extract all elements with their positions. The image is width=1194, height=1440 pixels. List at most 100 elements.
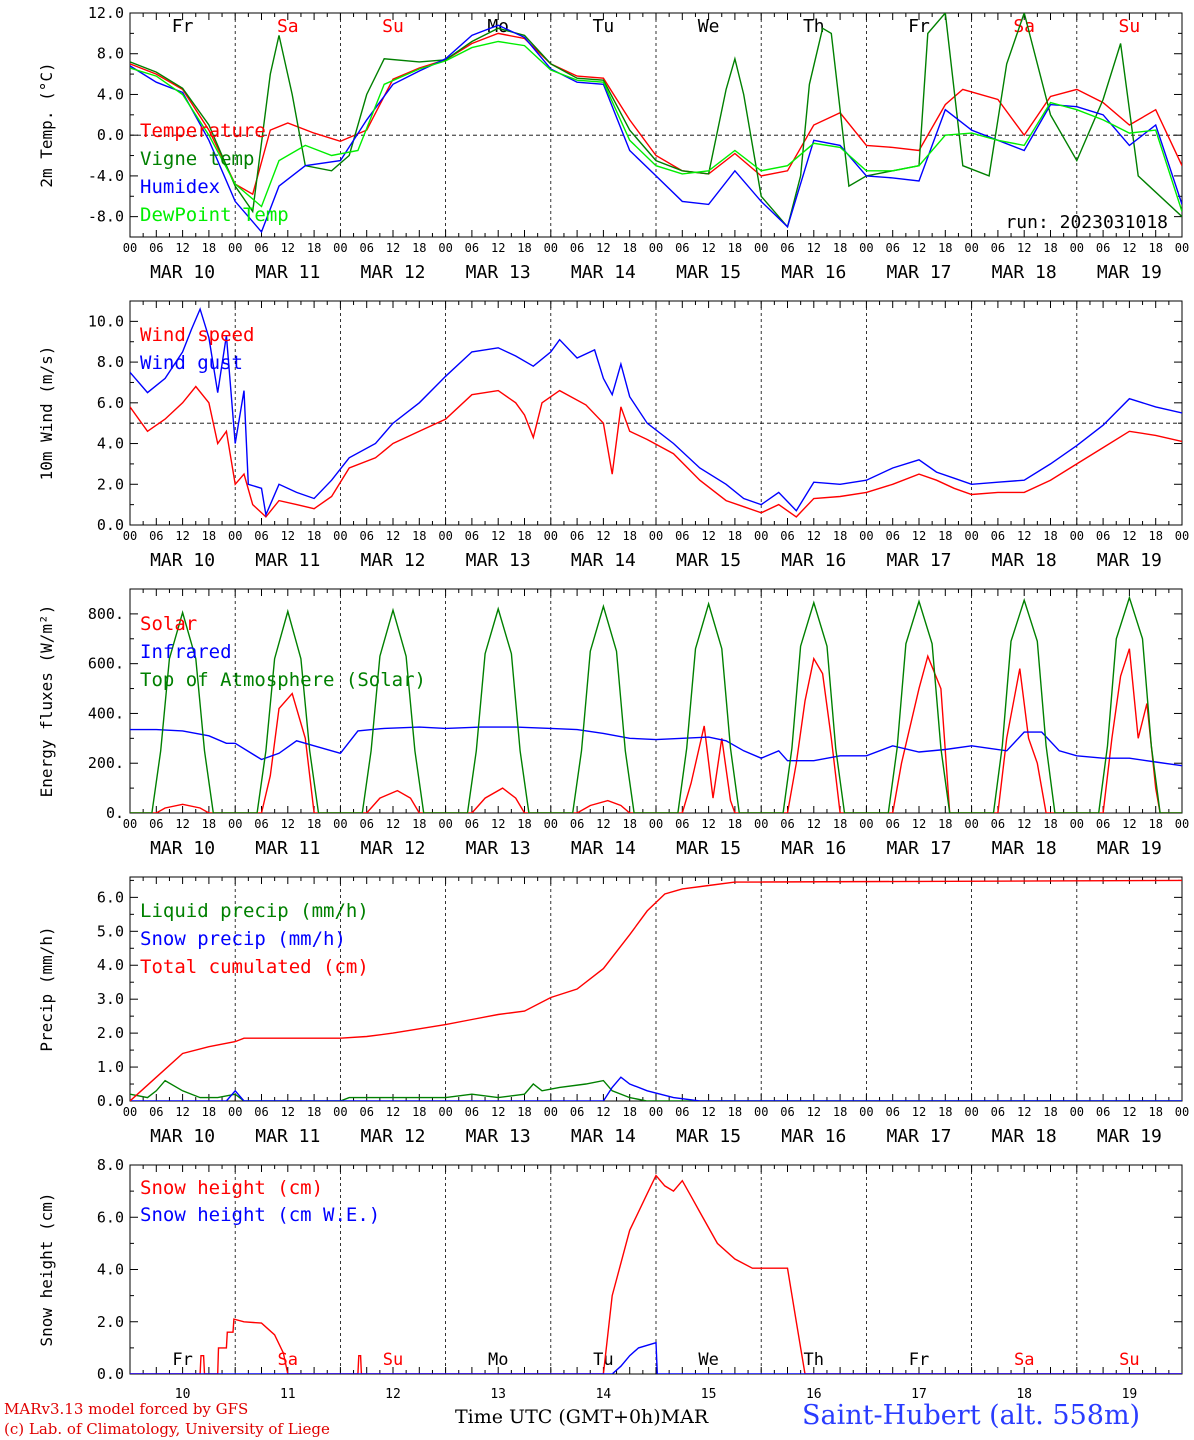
x-hour-label: 12 (596, 817, 610, 831)
x-hour-label: 18 (202, 529, 216, 543)
x-date-label: MAR 15 (676, 262, 741, 283)
weekday-label: Mo (488, 1350, 508, 1370)
y-tick-label: 10.0 (88, 312, 124, 330)
y-tick-label: 6.0 (97, 1208, 124, 1226)
x-hour-label: 00 (333, 817, 347, 831)
x-hour-label: 18 (517, 817, 531, 831)
x-hour-label: 00 (1175, 529, 1189, 543)
x-hour-label: 00 (438, 817, 452, 831)
y-axis-title: 2m Temp. (°C) (37, 62, 56, 187)
x-hour-label: 06 (885, 1105, 899, 1119)
weekday-label: We (698, 16, 720, 37)
series-line-vigne-temp (130, 13, 1182, 229)
x-hour-label: 06 (675, 529, 689, 543)
lab-credit: (c) Lab. of Climatology, University of L… (4, 1420, 330, 1438)
x-hour-label: 06 (254, 241, 268, 255)
x-date-label: MAR 15 (676, 1126, 741, 1147)
x-date-label: MAR 19 (1097, 838, 1162, 859)
x-hour-label: 12 (175, 1105, 189, 1119)
plot-frame (129, 300, 1183, 526)
x-hour-label: 06 (1096, 529, 1110, 543)
x-hour-label: 18 (728, 1105, 742, 1119)
x-hour-label: 12 (386, 241, 400, 255)
x-hour-label: 00 (228, 1105, 242, 1119)
x-hour-label: 06 (149, 817, 163, 831)
x-hour-label: 18 (1148, 1105, 1162, 1119)
weekday-label: Tu (593, 1350, 613, 1370)
x-hour-label: 06 (780, 817, 794, 831)
x-hour-label: 06 (780, 241, 794, 255)
legend-entry: Snow height (cm) (140, 1177, 323, 1199)
x-hour-label: 12 (596, 529, 610, 543)
x-date-label: MAR 11 (255, 838, 320, 859)
x-hour-label: 00 (859, 241, 873, 255)
x-hour-label: 12 (1122, 817, 1136, 831)
x-hour-label: 00 (964, 241, 978, 255)
series-line-snow-height-cm (130, 1174, 1182, 1374)
x-hour-label: 12 (1122, 529, 1136, 543)
x-date-label: MAR 16 (781, 838, 846, 859)
x-day-number: 16 (806, 1387, 822, 1402)
x-hour-label: 06 (570, 241, 584, 255)
x-hour-label: 18 (412, 241, 426, 255)
x-hour-label: 00 (333, 241, 347, 255)
y-tick-label: 6.0 (97, 394, 124, 412)
x-hour-label: 00 (544, 529, 558, 543)
x-hour-label: 00 (649, 241, 663, 255)
x-hour-label: 06 (570, 529, 584, 543)
y-tick-label: 4.0 (97, 435, 124, 453)
x-hour-label: 12 (1017, 241, 1031, 255)
x-hour-label: 00 (123, 529, 137, 543)
x-hour-label: 18 (938, 817, 952, 831)
x-hour-label: 12 (1017, 529, 1031, 543)
x-hour-label: 12 (701, 241, 715, 255)
x-date-label: MAR 10 (150, 838, 215, 859)
series-line-wind-gust (130, 307, 1182, 518)
weekday-label: Fr (908, 16, 930, 37)
weekday-label: Th (803, 16, 825, 37)
x-hour-label: 18 (728, 817, 742, 831)
legend-entry: Solar (140, 613, 197, 635)
x-hour-label: 06 (570, 817, 584, 831)
x-hour-label: 18 (412, 1105, 426, 1119)
x-hour-label: 12 (491, 817, 505, 831)
x-hour-label: 06 (570, 1105, 584, 1119)
x-hour-label: 18 (622, 817, 636, 831)
y-tick-label: 8.0 (97, 45, 124, 63)
legend-entry: Vigne temp (140, 148, 254, 170)
series-line-temperature (130, 32, 1182, 196)
x-hour-label: 06 (991, 241, 1005, 255)
x-hour-label: 12 (912, 529, 926, 543)
x-hour-label: 18 (1043, 817, 1057, 831)
x-hour-label: 18 (517, 529, 531, 543)
y-tick-label: 4.0 (97, 85, 124, 103)
x-hour-label: 00 (1070, 529, 1084, 543)
series-line-snow-precip-mm-h (130, 1076, 1182, 1101)
weekday-label: Sa (278, 1350, 298, 1370)
y-axis-title: 10m Wind (m/s) (37, 346, 56, 481)
y-tick-label: -8.0 (88, 208, 124, 226)
x-date-label: MAR 19 (1097, 1126, 1162, 1147)
x-hour-label: 06 (254, 529, 268, 543)
x-hour-label: 00 (333, 1105, 347, 1119)
x-hour-label: 06 (675, 817, 689, 831)
x-date-label: MAR 19 (1097, 550, 1162, 571)
x-hour-label: 06 (254, 817, 268, 831)
x-hour-label: 00 (649, 817, 663, 831)
x-hour-label: 00 (859, 817, 873, 831)
x-hour-label: 18 (728, 529, 742, 543)
x-hour-label: 00 (1070, 1105, 1084, 1119)
legend-entry: Liquid precip (mm/h) (140, 900, 369, 922)
x-hour-label: 12 (912, 817, 926, 831)
legend-entry: Infrared (140, 641, 232, 663)
x-hour-label: 18 (622, 529, 636, 543)
x-hour-label: 18 (1148, 529, 1162, 543)
x-hour-label: 18 (728, 241, 742, 255)
series-line-snow-height-cm-w-e (130, 1341, 1182, 1374)
y-tick-label: 0.0 (97, 1092, 124, 1110)
x-date-label: MAR 14 (571, 1126, 636, 1147)
y-tick-label: 800. (88, 605, 124, 623)
x-hour-label: 18 (1148, 817, 1162, 831)
x-hour-label: 18 (307, 529, 321, 543)
y-tick-label: 4.0 (97, 1261, 124, 1279)
